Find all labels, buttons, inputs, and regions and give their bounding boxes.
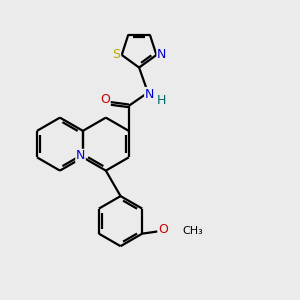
Text: CH₃: CH₃ xyxy=(182,226,203,236)
Text: O: O xyxy=(100,93,110,106)
Text: N: N xyxy=(76,149,85,162)
Text: O: O xyxy=(158,223,168,236)
Text: S: S xyxy=(112,48,120,61)
Text: H: H xyxy=(157,94,166,107)
Text: N: N xyxy=(157,48,167,61)
Text: N: N xyxy=(145,88,154,100)
